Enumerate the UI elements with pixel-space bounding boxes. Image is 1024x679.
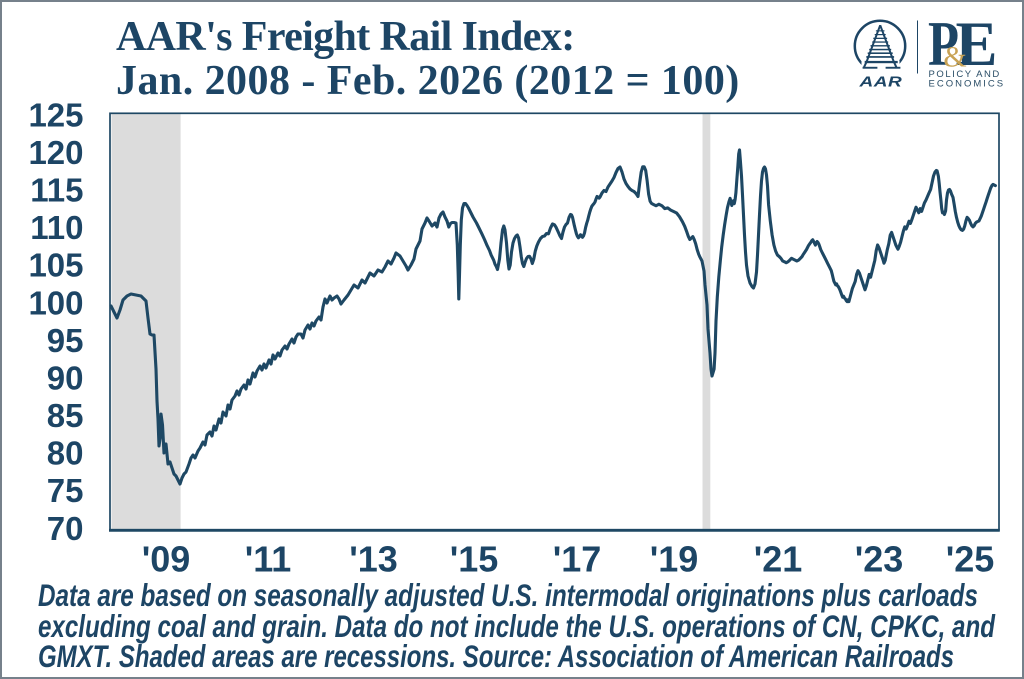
svg-text:E: E <box>955 8 997 78</box>
svg-text:P: P <box>928 8 959 78</box>
svg-text:&: & <box>943 40 966 73</box>
svg-text:'17: '17 <box>552 538 601 579</box>
svg-text:'15: '15 <box>449 538 498 579</box>
svg-text:75: 75 <box>46 472 83 509</box>
svg-text:110: 110 <box>30 209 83 246</box>
svg-text:115: 115 <box>30 171 83 208</box>
svg-text:'19: '19 <box>649 538 698 579</box>
svg-text:'23: '23 <box>854 538 903 579</box>
svg-text:'13: '13 <box>349 538 398 579</box>
svg-text:ECONOMICS: ECONOMICS <box>928 78 1005 89</box>
svg-text:AAR: AAR <box>858 72 902 89</box>
svg-text:'25: '25 <box>945 538 994 579</box>
svg-text:70: 70 <box>46 509 83 546</box>
svg-text:80: 80 <box>46 434 83 471</box>
svg-text:95: 95 <box>46 321 83 358</box>
svg-text:'11: '11 <box>244 538 291 579</box>
svg-text:'09: '09 <box>141 538 190 579</box>
svg-text:105: 105 <box>28 246 83 283</box>
svg-text:85: 85 <box>46 397 83 434</box>
svg-text:120: 120 <box>28 134 83 171</box>
svg-text:90: 90 <box>46 359 83 396</box>
svg-text:125: 125 <box>28 96 83 133</box>
svg-text:'21: '21 <box>753 538 802 579</box>
svg-text:POLICY AND: POLICY AND <box>928 69 1000 80</box>
svg-text:100: 100 <box>28 284 83 321</box>
